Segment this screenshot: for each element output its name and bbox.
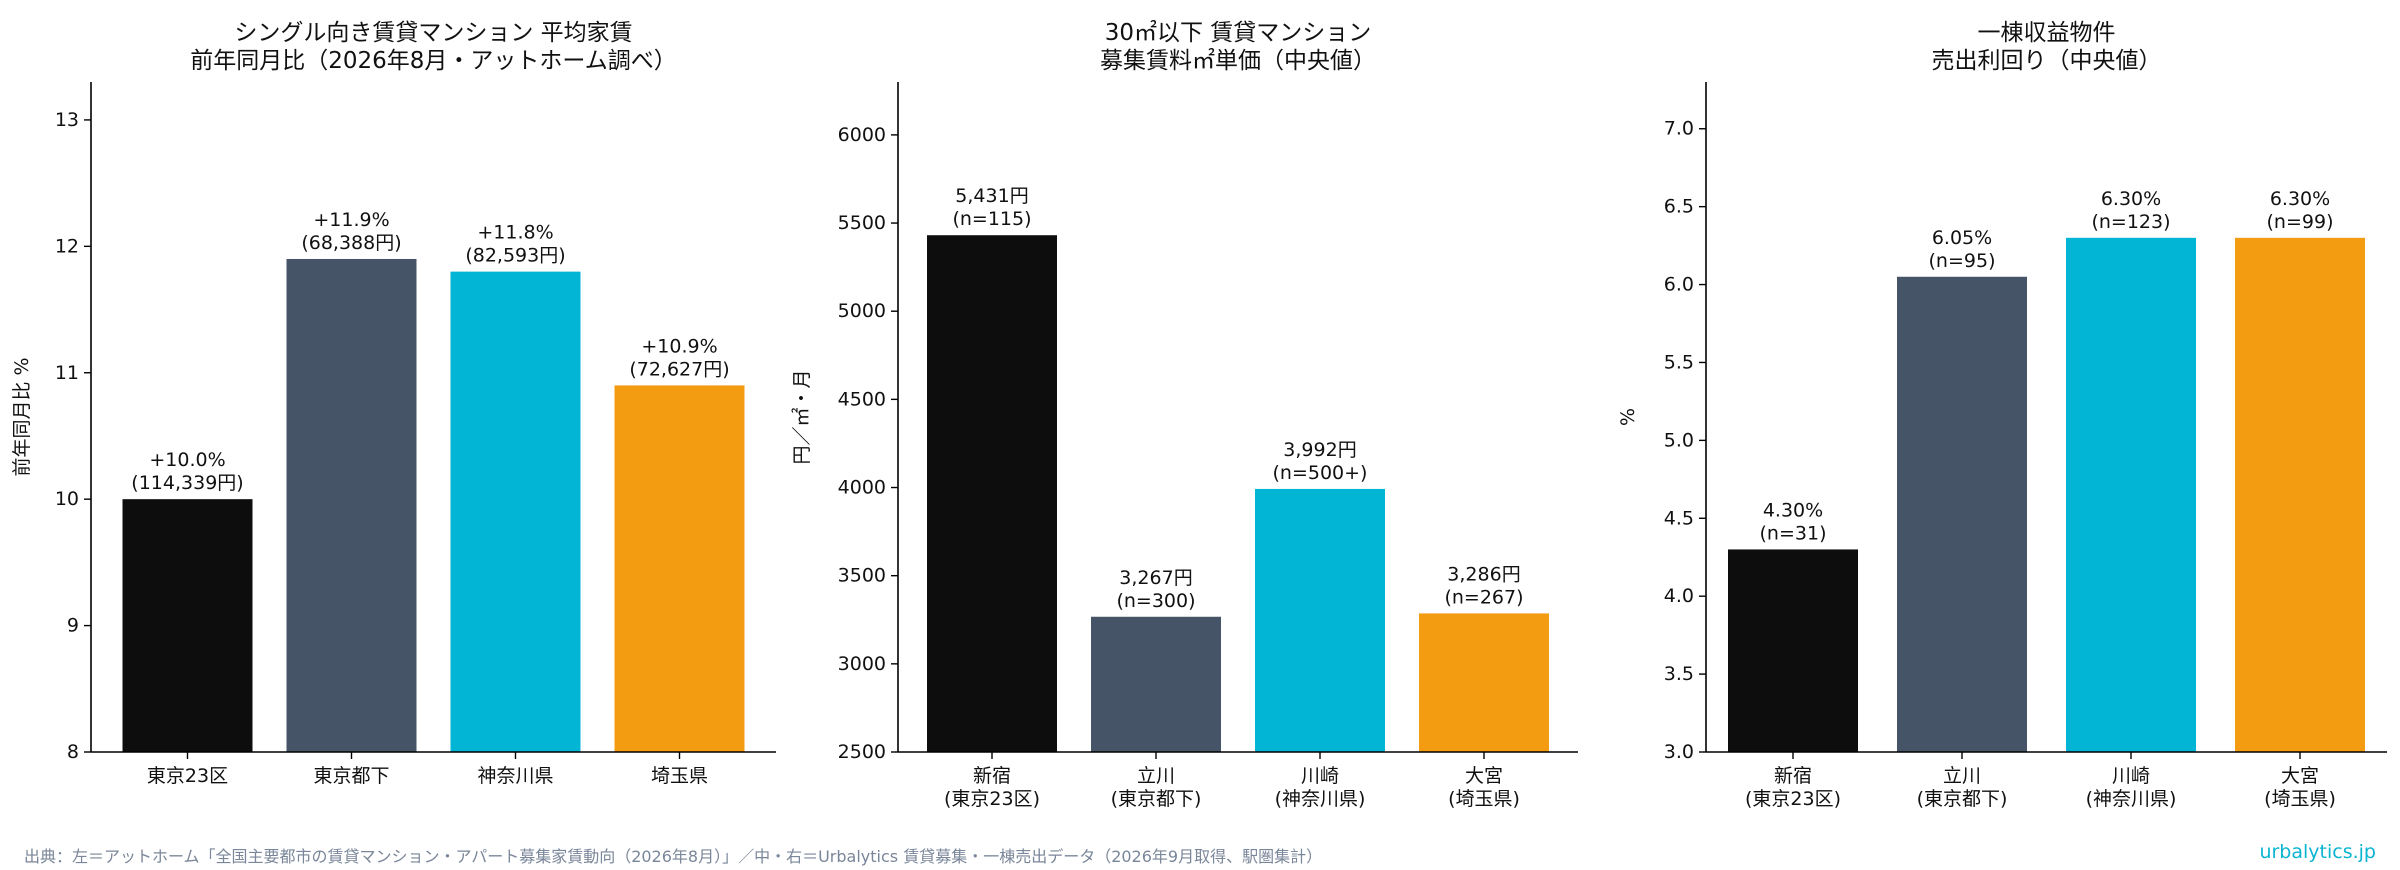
- x-tick-label: 川崎: [1301, 765, 1339, 787]
- bar-value-label: 6.30%: [2270, 188, 2330, 210]
- bar-value-label: (68,388円): [301, 232, 401, 254]
- bar-value-label: (114,339円): [131, 472, 243, 494]
- y-tick-label: 12: [55, 235, 79, 257]
- x-tick-label: (神奈川県): [2086, 788, 2177, 810]
- y-axis-label: 円／㎡・月: [790, 369, 813, 464]
- x-tick-label: (埼玉県): [1448, 788, 1520, 810]
- y-tick-label: 10: [55, 488, 79, 510]
- bar-value-label: +10.9%: [641, 335, 717, 357]
- bar: [1897, 276, 2027, 752]
- bar: [1728, 549, 1858, 752]
- y-axis-label: 前年同月比 %: [11, 357, 33, 476]
- y-tick-label: 3000: [838, 653, 886, 675]
- x-tick-label: (東京都下): [1111, 788, 1202, 810]
- y-tick-label: 8: [67, 741, 79, 763]
- x-tick-label: 大宮: [1465, 765, 1503, 787]
- chart-panel-1: シングル向き賃貸マンション 平均家賃前年同月比（2026年8月・アットホーム調べ…: [11, 20, 776, 787]
- bar-value-label: (n=95): [1929, 250, 1996, 272]
- bar-value-label: (n=123): [2091, 211, 2170, 233]
- bar-value-label: 3,286円: [1447, 563, 1520, 585]
- bar-value-label: (n=267): [1444, 586, 1523, 608]
- y-tick-label: 4.0: [1664, 585, 1694, 607]
- bar-value-label: 3,267円: [1119, 567, 1192, 589]
- bar-value-label: 3,992円: [1283, 439, 1356, 461]
- x-tick-label: 大宮: [2281, 765, 2319, 787]
- bar: [2066, 237, 2196, 752]
- y-tick-label: 3.5: [1664, 663, 1694, 685]
- bar: [450, 271, 581, 752]
- y-tick-label: 3.0: [1664, 741, 1694, 763]
- x-tick-label: (東京23区): [1745, 788, 1841, 810]
- bar: [1091, 616, 1221, 752]
- bar-value-label: (n=115): [952, 208, 1031, 230]
- bar-value-label: (72,627円): [629, 358, 729, 380]
- y-tick-label: 11: [55, 362, 79, 384]
- bar-value-label: 6.05%: [1932, 227, 1992, 249]
- y-tick-label: 9: [67, 615, 79, 637]
- bar: [1255, 488, 1385, 752]
- x-tick-label: 新宿: [973, 765, 1011, 787]
- brand-link[interactable]: urbalytics.jp: [2259, 841, 2376, 863]
- x-tick-label: (神奈川県): [1275, 788, 1366, 810]
- x-tick-label: 東京23区: [147, 765, 228, 787]
- y-tick-label: 7.0: [1664, 118, 1694, 140]
- bar: [927, 235, 1057, 753]
- y-tick-label: 3500: [838, 565, 886, 587]
- y-tick-label: 5.5: [1664, 351, 1694, 373]
- y-tick-label: 5500: [838, 212, 886, 234]
- y-tick-label: 2500: [838, 741, 886, 763]
- y-tick-label: 4500: [838, 388, 886, 410]
- chart-title-line: シングル向き賃貸マンション 平均家賃: [234, 20, 632, 46]
- chart-title-line: 一棟収益物件: [1978, 20, 2116, 46]
- x-tick-label: 新宿: [1774, 765, 1812, 787]
- y-tick-label: 6.5: [1664, 196, 1694, 218]
- bar-value-label: (n=99): [2267, 211, 2334, 233]
- x-tick-label: 立川: [1943, 765, 1981, 787]
- chart-title-line: 30㎡以下 賃貸マンション: [1105, 20, 1372, 46]
- bar-value-label: (82,593円): [465, 245, 565, 267]
- bar: [1419, 613, 1549, 752]
- x-tick-label: 川崎: [2112, 765, 2150, 787]
- chart-title-line: 売出利回り（中央値）: [1932, 48, 2162, 74]
- bar-value-label: +11.9%: [313, 209, 389, 231]
- bar-value-label: (n=31): [1760, 522, 1827, 544]
- y-tick-label: 4000: [838, 477, 886, 499]
- bar: [614, 385, 745, 752]
- bar: [122, 499, 253, 752]
- chart-title-line: 募集賃料㎡単価（中央値）: [1100, 48, 1376, 74]
- x-tick-label: (東京23区): [944, 788, 1040, 810]
- x-tick-label: (埼玉県): [2264, 788, 2336, 810]
- y-tick-label: 5000: [838, 300, 886, 322]
- bar-value-label: (n=300): [1116, 590, 1195, 612]
- bar: [286, 258, 417, 752]
- x-tick-label: 神奈川県: [477, 765, 553, 787]
- x-tick-label: 立川: [1137, 765, 1175, 787]
- y-tick-label: 6.0: [1664, 274, 1694, 296]
- source-note: 出典：左＝アットホーム「全国主要都市の賃貸マンション・アパート募集家賃動向（20…: [24, 847, 1323, 866]
- bar-value-label: (n=500+): [1273, 462, 1368, 484]
- x-tick-label: 埼玉県: [651, 765, 708, 787]
- y-tick-label: 4.5: [1664, 507, 1694, 529]
- bar-value-label: 6.30%: [2101, 188, 2161, 210]
- x-tick-label: 東京都下: [313, 765, 389, 787]
- bar: [2235, 237, 2365, 752]
- bar-value-label: +10.0%: [149, 449, 225, 471]
- bar-value-label: 5,431円: [955, 185, 1028, 207]
- x-tick-label: (東京都下): [1917, 788, 2008, 810]
- bar-value-label: 4.30%: [1763, 499, 1823, 521]
- y-tick-label: 6000: [838, 124, 886, 146]
- y-tick-label: 13: [55, 109, 79, 131]
- chart-title-line: 前年同月比（2026年8月・アットホーム調べ）: [190, 48, 676, 74]
- y-axis-label: %: [1617, 408, 1639, 426]
- bar-value-label: +11.8%: [477, 222, 553, 244]
- y-tick-label: 5.0: [1664, 429, 1694, 451]
